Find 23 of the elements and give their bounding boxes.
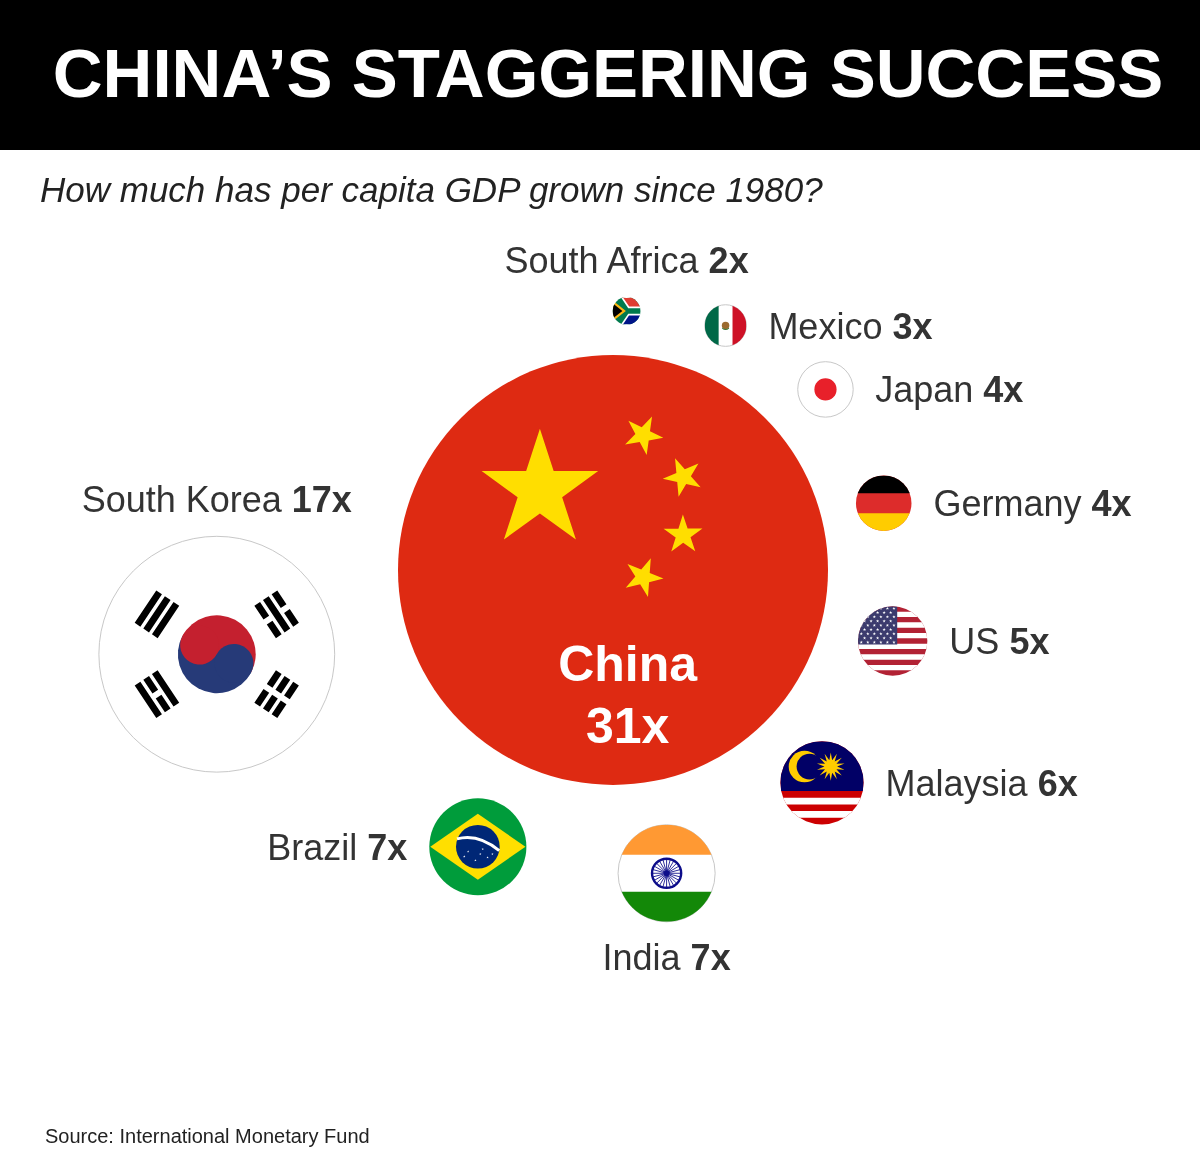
data-label: 4x — [983, 368, 1024, 410]
text: How much has per capita GDP grown since 1980? — [40, 170, 824, 209]
text: CHINA’S STAGGERING SUCCESS — [52, 35, 1164, 112]
category-label: South Africa — [504, 240, 700, 282]
data-label: 17x — [291, 479, 352, 521]
category-label: US — [949, 620, 1000, 662]
category-label: India — [602, 936, 682, 978]
data-label: 7x — [690, 936, 731, 978]
category-label: Mexico — [768, 305, 883, 347]
data-label: 5x — [1009, 620, 1050, 662]
category-label: Germany — [933, 482, 1082, 524]
data-label: 4x — [1091, 482, 1132, 524]
category-label: South Korea — [81, 479, 283, 521]
source-note: Source: International Monetary Fund — [45, 1125, 370, 1147]
category-label: Brazil — [267, 826, 358, 868]
data-label: 31x — [585, 698, 670, 755]
data-label: 7x — [367, 826, 408, 868]
category-label: China — [558, 636, 699, 693]
data-label: 3x — [892, 305, 933, 347]
category-label: Japan — [875, 368, 974, 410]
data-label: 6x — [1037, 762, 1078, 804]
category-label: Malaysia — [885, 762, 1029, 804]
data-label: 2x — [708, 240, 749, 282]
